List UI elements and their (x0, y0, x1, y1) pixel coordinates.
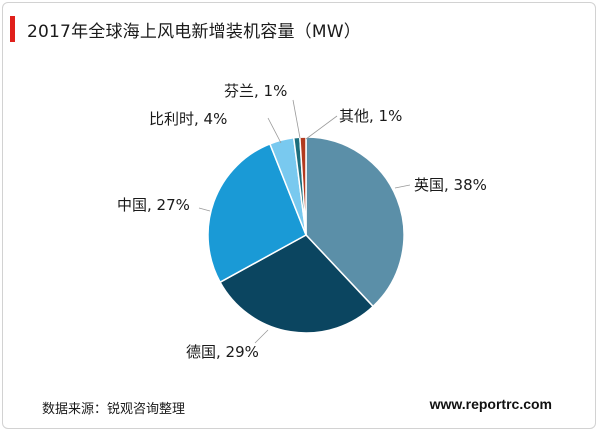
title-accent-bar (10, 16, 15, 42)
slice-label-3: 比利时, 4% (149, 110, 227, 128)
title-bar: 2017年全球海上风电新增装机容量（MW） (10, 16, 361, 42)
leader-line-3 (267, 117, 282, 144)
website-link[interactable]: www.reportrc.com (429, 396, 552, 412)
data-source: 数据来源：锐观咨询整理 (42, 402, 186, 417)
pie-slice-2 (207, 142, 307, 284)
slice-label-4: 芬兰, 1% (224, 82, 287, 100)
slice-label-0: 英国, 38% (414, 176, 487, 194)
slice-label-1: 德国, 29% (186, 343, 259, 361)
leader-line-4 (292, 99, 301, 139)
pie-slice-1 (219, 234, 375, 334)
leader-line-1 (254, 329, 269, 344)
slice-label-5: 其他, 1% (339, 107, 402, 125)
leader-line-0 (394, 184, 411, 189)
leader-line-2 (198, 207, 211, 212)
slice-labels: 英国, 38% 德国, 29% 中国, 27% 比利时, 4% 芬兰, 1% 其他, 1% (117, 82, 487, 361)
chart-title: 2017年全球海上风电新增装机容量（MW） (27, 21, 361, 42)
slice-label-2: 中国, 27% (117, 196, 190, 214)
pie-slice-0 (305, 136, 405, 308)
leader-lines (198, 99, 411, 344)
leader-line-5 (305, 115, 338, 140)
pie-slices (207, 136, 405, 334)
